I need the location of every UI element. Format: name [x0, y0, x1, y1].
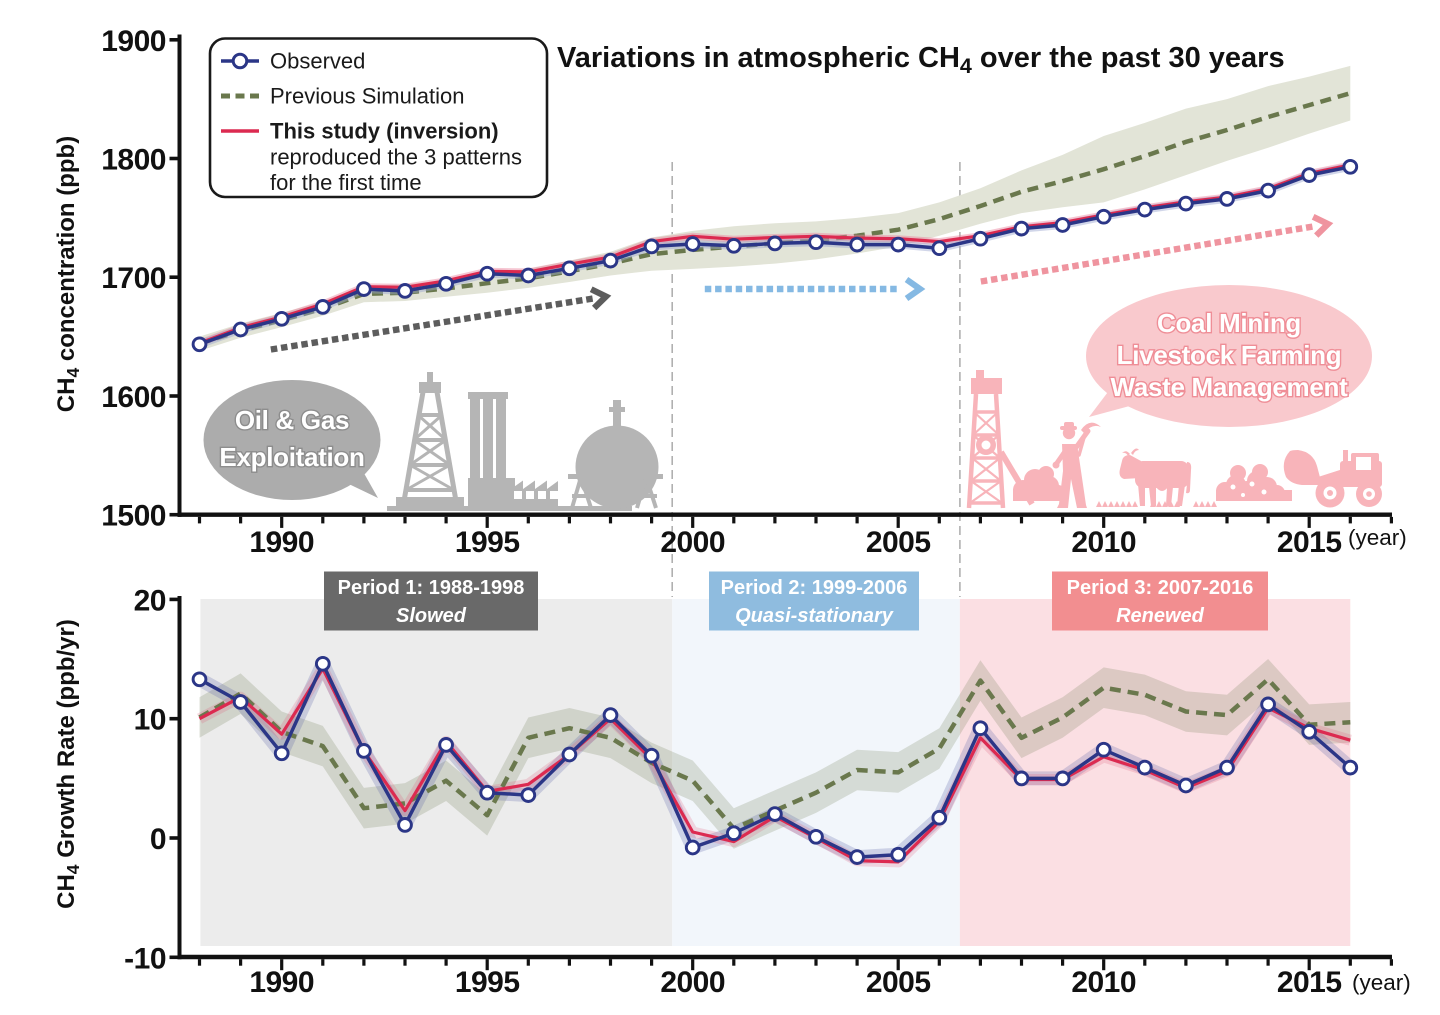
svg-text:2005: 2005: [866, 526, 931, 559]
svg-text:CH4 Growth Rate (ppb/yr): CH4 Growth Rate (ppb/yr): [53, 619, 83, 909]
svg-text:Period 3: 2007-2016: Period 3: 2007-2016: [1067, 577, 1254, 599]
svg-text:1700: 1700: [101, 262, 166, 295]
svg-text:This study (inversion): This study (inversion): [270, 119, 499, 144]
svg-text:1995: 1995: [455, 526, 520, 559]
svg-text:1990: 1990: [249, 966, 314, 999]
svg-text:Quasi-stationary: Quasi-stationary: [735, 605, 894, 627]
svg-text:2000: 2000: [660, 526, 725, 559]
svg-text:1600: 1600: [101, 381, 166, 414]
svg-text:Previous Simulation: Previous Simulation: [270, 84, 464, 109]
svg-text:20: 20: [134, 584, 166, 617]
svg-text:-10: -10: [124, 942, 166, 975]
svg-text:(year): (year): [1348, 525, 1407, 550]
svg-text:2015: 2015: [1277, 526, 1342, 559]
svg-text:10: 10: [134, 704, 166, 737]
svg-text:Oil & Gas: Oil & Gas: [235, 405, 349, 435]
svg-text:2010: 2010: [1071, 526, 1136, 559]
svg-text:1800: 1800: [101, 144, 166, 177]
svg-text:for the first time: for the first time: [270, 170, 422, 195]
svg-text:Slowed: Slowed: [396, 605, 467, 627]
svg-text:(year): (year): [1352, 970, 1411, 995]
svg-text:0: 0: [150, 823, 166, 856]
svg-text:Renewed: Renewed: [1116, 605, 1205, 627]
svg-text:1900: 1900: [101, 25, 166, 58]
svg-text:2005: 2005: [866, 966, 931, 999]
svg-text:1990: 1990: [249, 526, 314, 559]
svg-text:CH4 concentration (ppb): CH4 concentration (ppb): [53, 136, 83, 412]
svg-text:Livestock Farming: Livestock Farming: [1117, 340, 1342, 370]
svg-text:Period 1: 1988-1998: Period 1: 1988-1998: [338, 577, 525, 599]
svg-text:1995: 1995: [455, 966, 520, 999]
svg-text:Coal Mining: Coal Mining: [1157, 308, 1301, 338]
svg-text:2015: 2015: [1277, 966, 1342, 999]
svg-text:reproduced the 3 patterns: reproduced the 3 patterns: [270, 145, 522, 170]
svg-text:Waste Management: Waste Management: [1111, 372, 1349, 402]
svg-text:2000: 2000: [660, 966, 725, 999]
svg-text:Variations in atmospheric CH4: Variations in atmospheric CH4 over the p…: [557, 42, 1285, 78]
svg-text:1500: 1500: [101, 500, 166, 533]
svg-text:2010: 2010: [1071, 966, 1136, 999]
svg-text:Period 2: 1999-2006: Period 2: 1999-2006: [721, 577, 908, 599]
svg-text:Observed: Observed: [270, 49, 365, 74]
svg-text:Exploitation: Exploitation: [219, 442, 364, 472]
